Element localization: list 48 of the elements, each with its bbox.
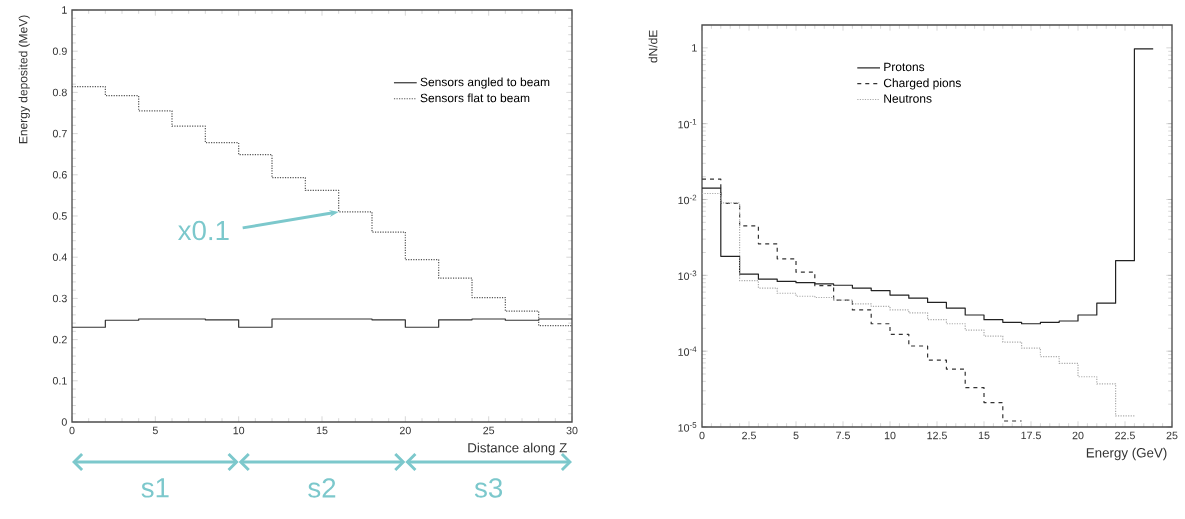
legend-label: Neutrons — [884, 94, 932, 103]
x-axis-title: Distance along Z — [468, 442, 567, 456]
x-tick-label: 25 — [483, 426, 495, 435]
x-tick-label: 2.5 — [742, 431, 756, 440]
y-tick-label: 0.7 — [52, 129, 67, 138]
legend-label: Protons — [884, 62, 925, 72]
y-tick-label: 0.2 — [52, 335, 67, 344]
x-tick-label: 22.5 — [1115, 431, 1135, 440]
x-tick-label: 15 — [316, 426, 328, 435]
y-tick-label: 10$^{-1}$ — [678, 118, 697, 129]
y-tick-label: 0.4 — [52, 253, 67, 261]
annotation: x0.1 — [178, 220, 229, 241]
y-tick-label: 10$^{-2}$ — [678, 194, 697, 205]
x-tick-label: 0 — [69, 426, 75, 435]
y-axis-title: Energy deposited (MeV) — [18, 15, 30, 144]
text: s2 — [308, 478, 336, 498]
y-axis-title: dN/dE — [648, 30, 658, 63]
x-tick-label: 20 — [1072, 431, 1084, 440]
x-tick-label: 5 — [152, 426, 158, 435]
x-tick-label: 12.5 — [927, 431, 947, 440]
y-tick-label: 0.3 — [52, 294, 67, 303]
x-tick-label: 5 — [793, 431, 799, 440]
y-tick-label: 1 — [62, 6, 67, 14]
y-tick-label: 0.8 — [52, 88, 67, 97]
x-tick-label: 30 — [566, 426, 578, 435]
y-tick-label: 0.5 — [52, 212, 67, 220]
legend-label: Charged pions — [883, 78, 961, 90]
y-tick-label: 0 — [61, 418, 67, 426]
y-tick-label: 0.1 — [52, 377, 67, 385]
x-tick-label: 7.5 — [836, 431, 850, 440]
x-tick-label: 15 — [978, 431, 990, 440]
x-tick-label: 25 — [1166, 431, 1178, 440]
y-tick-label: 10$^{-4}$ — [678, 346, 697, 356]
x-tick-label: 20 — [399, 426, 411, 435]
x-tick-label: 10 — [233, 426, 245, 435]
x-axis-title: Energy (GeV) — [1086, 447, 1167, 461]
y-tick-label: 0.9 — [52, 47, 67, 55]
text: s3 — [474, 478, 503, 498]
x-tick-label: 0 — [699, 431, 705, 440]
x-tick-label: 10 — [884, 431, 896, 440]
y-tick-label: 10$^{-3}$ — [678, 270, 697, 281]
text: s1 — [141, 478, 169, 498]
legend-label: Sensors flat to beam — [420, 93, 530, 103]
legend-label: Sensors angled to beam — [420, 77, 550, 89]
y-tick-label: 0.6 — [52, 171, 67, 179]
x-tick-label: 17.5 — [1021, 431, 1041, 440]
y-tick-label: 10$^{-5}$ — [678, 422, 697, 432]
y-tick-label: 1 — [692, 44, 697, 52]
